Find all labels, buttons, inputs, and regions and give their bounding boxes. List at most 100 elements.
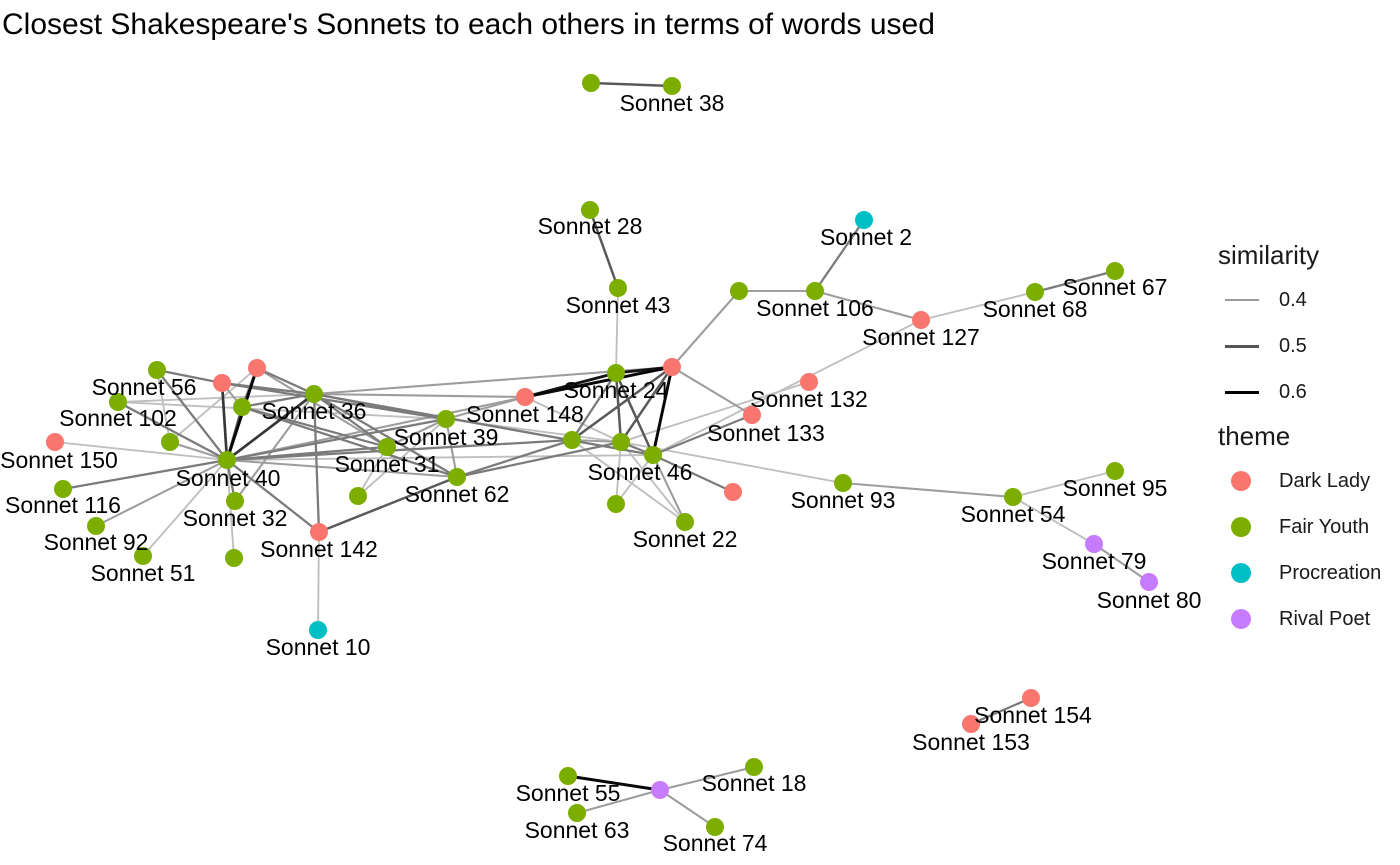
edge-sonnet-62-sonnet-142	[318, 475, 458, 534]
node-label-sonnet-28: Sonnet 28	[538, 213, 643, 239]
legend-color-swatch	[1231, 609, 1251, 629]
legend-similarity-title: similarity	[1218, 240, 1320, 270]
edge-sonnet-46-sonnet-22	[652, 454, 686, 523]
edge-nhub-sonnet-133	[671, 366, 753, 416]
network-graph: Sonnet 38 Sonnet 28 Sonnet 2 Sonnet 43 Sonne…	[0, 74, 1201, 856]
edge-nrp-sonnet-74	[659, 789, 716, 828]
node-label-sonnet-79: Sonnet 79	[1042, 548, 1147, 574]
node-unlabeled-29	[233, 398, 251, 416]
edge-nmid-sonnet-22	[571, 439, 686, 523]
node-sonnet-132	[800, 373, 818, 391]
node-sonnet-31	[378, 438, 396, 456]
edge-sonnet-40-sonnet-116	[62, 458, 228, 491]
node-sonnet-133	[743, 406, 761, 424]
node-label-sonnet-55: Sonnet 55	[516, 780, 621, 806]
edge-sonnet-46-n46c	[615, 454, 654, 505]
edge-sonnet-39-sonnet-148	[445, 395, 526, 421]
node-label-sonnet-106: Sonnet 106	[756, 295, 874, 321]
edge-sonnet-40-n56a	[156, 369, 228, 461]
node-sonnet-68	[1026, 283, 1044, 301]
edge-nmid-sonnet-62	[456, 438, 573, 479]
node-unlabeled-43	[225, 549, 243, 567]
node-sonnet-32	[226, 492, 244, 510]
legend: similarity 0.4 0.5 0.6 theme Dark Lady Fair…	[1218, 240, 1400, 642]
node-label-sonnet-102: Sonnet 102	[59, 405, 177, 431]
node-sonnet-62	[448, 468, 466, 486]
node-label-sonnet-95: Sonnet 95	[1063, 475, 1168, 501]
node-label-sonnet-39: Sonnet 39	[394, 424, 499, 450]
edge-sonnet-46-n46b	[652, 453, 734, 494]
edge-sonnet-106-sonnet-127	[814, 289, 922, 322]
legend-theme-title: theme	[1218, 421, 1291, 451]
legend-similarity-item: 0.5	[1218, 323, 1400, 369]
node-unlabeled-16	[563, 431, 581, 449]
node-unlabeled-33	[161, 433, 179, 451]
edge-sonnet-40-sonnet-92	[95, 459, 228, 527]
edge-sonnet-40-n51b	[226, 459, 235, 559]
edge-sonnet-40-n102a	[169, 441, 228, 461]
node-label-sonnet-36: Sonnet 36	[262, 398, 367, 424]
node-sonnet-24	[607, 364, 625, 382]
edge-sonnet-127-sonnet-68	[920, 291, 1036, 321]
edge-nhub-sonnet-46	[651, 366, 674, 456]
edge-n56b-sonnet-36	[256, 366, 315, 396]
node-sonnet-38	[663, 77, 681, 95]
edge-sonnet-54-sonnet-95	[1012, 470, 1116, 498]
node-label-sonnet-154: Sonnet 154	[974, 702, 1092, 728]
node-label-sonnet-74: Sonnet 74	[663, 830, 768, 856]
node-label-sonnet-133: Sonnet 133	[707, 420, 825, 446]
legend-similarity-label: 0.6	[1279, 381, 1307, 403]
edge-sonnet-24-n46a	[614, 372, 623, 443]
node-unlabeled-38	[349, 487, 367, 505]
edge-sonnet-36-sonnet-32	[234, 393, 315, 502]
edge-sonnet-40-sonnet-39	[226, 417, 447, 462]
edge-n46a-sonnet-62	[456, 440, 622, 479]
edge-sonnet-24-sonnet-46	[614, 372, 655, 456]
node-label-sonnet-132: Sonnet 132	[750, 386, 868, 412]
node-label-sonnet-38: Sonnet 38	[620, 90, 725, 116]
node-label-sonnet-150: Sonnet 150	[0, 447, 118, 473]
edge-sonnet-36-sonnet-46	[313, 392, 654, 457]
edge-sonnet-39-n62a	[357, 418, 447, 497]
node-unlabeled-1	[582, 74, 600, 92]
node-sonnet-80	[1140, 573, 1158, 591]
node-unlabeled-10	[663, 358, 681, 376]
legend-similarity-item: 0.4	[1218, 277, 1400, 323]
node-unlabeled-18	[724, 483, 742, 501]
node-label-sonnet-63: Sonnet 63	[525, 817, 630, 843]
node-unlabeled-28	[248, 359, 266, 377]
edge-sonnet-132-n46a	[620, 381, 810, 443]
legend-theme-label: Rival Poet	[1279, 608, 1371, 630]
edge-sonnet-40-sonnet-46	[226, 454, 654, 461]
legend-similarity-label: 0.5	[1279, 335, 1307, 357]
legend-theme-label: Dark Lady	[1279, 470, 1371, 492]
node-label-sonnet-142: Sonnet 142	[260, 536, 378, 562]
edge-sonnet-36-sonnet-31	[313, 393, 388, 448]
node-label-sonnet-24: Sonnet 24	[564, 377, 669, 403]
edge-n36a-sonnet-36	[241, 392, 315, 409]
node-sonnet-63	[568, 804, 586, 822]
legend-color-swatch	[1231, 471, 1251, 491]
edge-sonnet-40-sonnet-62	[226, 458, 458, 479]
labels-layer: Sonnet 38 Sonnet 28 Sonnet 2 Sonnet 43 Sonne…	[0, 90, 1201, 856]
edge-sonnet-127-sonnet-46	[652, 319, 922, 456]
node-unlabeled-17	[612, 433, 630, 451]
node-label-sonnet-51: Sonnet 51	[91, 560, 196, 586]
chart-title: Closest Shakespeare's Sonnets to each ot…	[2, 8, 935, 41]
legend-similarity-items: 0.4 0.5 0.6	[1218, 277, 1400, 415]
legend-color-swatch	[1231, 563, 1251, 583]
node-sonnet-154	[1022, 689, 1040, 707]
edge-sonnet-148-sonnet-40	[226, 395, 526, 462]
edge-n56a-n102a	[156, 369, 171, 443]
node-label-sonnet-127: Sonnet 127	[862, 324, 980, 350]
node-label-sonnet-92: Sonnet 92	[44, 529, 149, 555]
edge-nmid-sonnet-40	[226, 438, 573, 462]
node-sonnet-51	[134, 547, 152, 565]
edge-sonnet-40-sonnet-150	[54, 441, 228, 461]
node-sonnet-127	[912, 311, 930, 329]
node-sonnet-67	[1106, 262, 1124, 280]
node-label-sonnet-67: Sonnet 67	[1063, 274, 1168, 300]
node-label-sonnet-93: Sonnet 93	[791, 487, 896, 513]
edge-sonnet-102-sonnet-36	[117, 393, 315, 403]
edge-sonnet-63-nrp	[576, 788, 661, 815]
